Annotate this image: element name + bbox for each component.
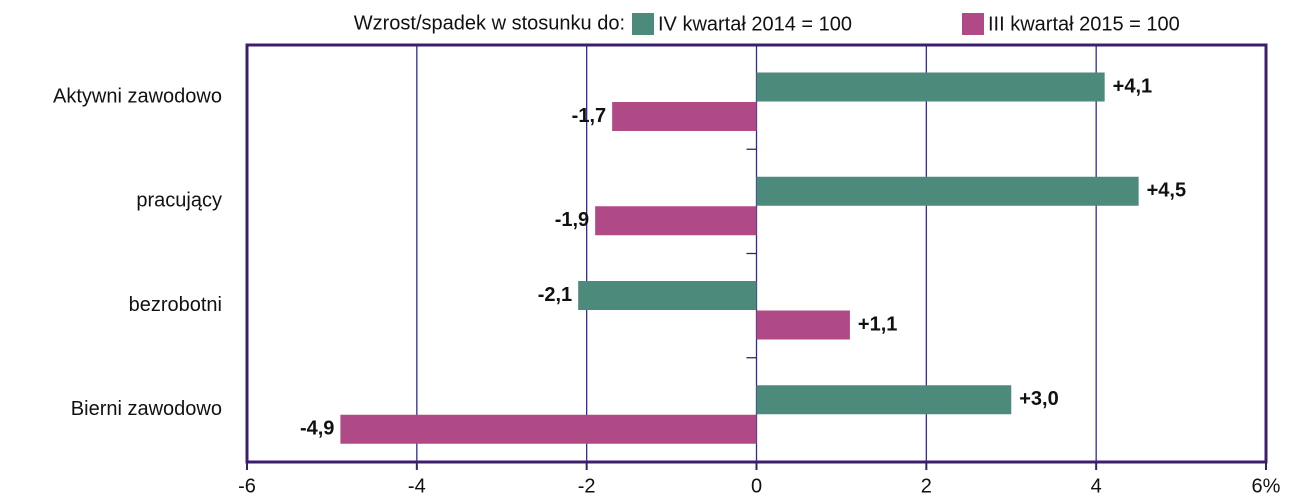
value-label: +4,1 xyxy=(1113,75,1152,97)
y-tick-label: Bierni zawodowo xyxy=(71,398,222,420)
bar xyxy=(595,206,757,236)
x-tick-label: 6% xyxy=(1252,475,1281,497)
value-label: -4,9 xyxy=(300,418,334,440)
x-tick-label: 4 xyxy=(1091,475,1102,497)
y-tick-label: pracujący xyxy=(136,190,222,212)
bar xyxy=(612,102,757,131)
y-tick-label: bezrobotni xyxy=(129,294,222,316)
legend-title: Wzrost/spadek w stosunku do: xyxy=(354,12,625,34)
legend-swatch xyxy=(962,13,984,35)
value-label: -1,7 xyxy=(572,105,606,127)
legend-label: III kwartał 2015 = 100 xyxy=(988,13,1180,35)
x-tick-label: -4 xyxy=(408,475,426,497)
value-label: -2,1 xyxy=(538,284,572,306)
value-label: -1,9 xyxy=(555,209,589,231)
bar xyxy=(340,414,757,444)
bar xyxy=(756,72,1105,102)
legend-swatch xyxy=(632,13,654,35)
x-tick-label: 2 xyxy=(921,475,932,497)
y-tick-label: Aktywni zawodowo xyxy=(53,85,222,107)
value-label: +3,0 xyxy=(1019,388,1058,410)
bar xyxy=(578,281,757,310)
value-label: +4,5 xyxy=(1147,180,1186,202)
x-tick-label: -6 xyxy=(238,475,256,497)
bar xyxy=(756,310,850,340)
bar xyxy=(756,385,1012,415)
plot-border xyxy=(245,43,1268,464)
value-label: +1,1 xyxy=(858,313,897,335)
bar xyxy=(756,176,1139,206)
x-tick-label: -2 xyxy=(578,475,596,497)
legend-label: IV kwartał 2014 = 100 xyxy=(658,13,852,35)
x-tick-label: 0 xyxy=(751,475,762,497)
